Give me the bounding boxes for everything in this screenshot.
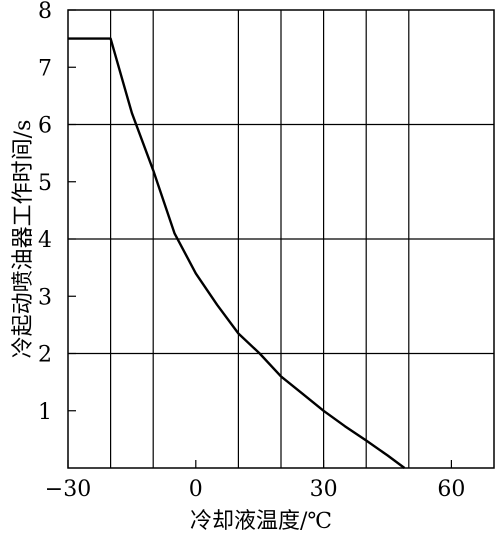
y-tick-label: 2 bbox=[38, 343, 52, 368]
y-tick-label: 8 bbox=[38, 0, 52, 24]
y-axis-title: 冷起动喷油器工作时间/s bbox=[11, 120, 36, 359]
x-tick-label: 0 bbox=[189, 477, 203, 502]
y-tick-label: 1 bbox=[38, 400, 52, 425]
y-tick-label: 3 bbox=[38, 285, 52, 310]
y-tick-label: 5 bbox=[38, 171, 52, 196]
grid-lines bbox=[68, 10, 494, 468]
x-tick-labels: −30 0 30 60 bbox=[45, 460, 465, 502]
x-tick-label: 30 bbox=[310, 477, 338, 502]
x-axis-title: 冷却液温度/℃ bbox=[190, 509, 332, 534]
y-tick-label: 6 bbox=[38, 114, 52, 139]
x-tick-label: 60 bbox=[437, 477, 465, 502]
y-tick-label: 7 bbox=[38, 56, 52, 81]
x-tick-label: −30 bbox=[45, 477, 91, 502]
y-tick-label: 4 bbox=[38, 228, 52, 253]
series-line bbox=[68, 37, 406, 469]
y-tick-labels: 1 2 3 4 5 6 7 8 bbox=[38, 0, 76, 425]
